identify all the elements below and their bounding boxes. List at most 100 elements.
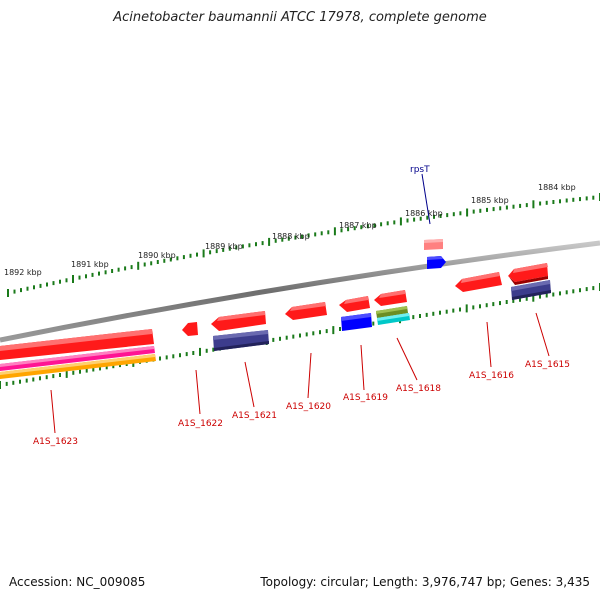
upper-minor-tick [525, 203, 528, 208]
upper-minor-tick [294, 235, 297, 240]
upper-minor-tick [261, 241, 264, 246]
lower-minor-tick [25, 378, 28, 383]
lower-minor-tick [592, 286, 595, 291]
upper-minor-tick [472, 209, 475, 214]
upper-minor-tick [182, 255, 185, 260]
feature-cds-a1s-1623[interactable] [0, 329, 154, 360]
gene-label-a1s-1618[interactable]: A1S_1618 [396, 384, 441, 394]
genome-backbone [0, 240, 600, 343]
gene-label-a1s-1621[interactable]: A1S_1621 [232, 411, 277, 421]
gene-label-a1s-1622[interactable]: A1S_1622 [178, 419, 223, 429]
lower-major-tick [532, 293, 535, 302]
upper-minor-tick [85, 274, 87, 279]
lower-minor-tick [305, 332, 308, 337]
feature-cds-a1s-1619[interactable] [339, 296, 370, 312]
feature-misc-a1s-1623-pink[interactable] [0, 346, 155, 371]
upper-minor-tick [452, 212, 455, 217]
lower-major-tick [0, 381, 1, 389]
tick-label-1884: 1884 kbp [538, 183, 576, 192]
upper-major-tick [137, 261, 140, 270]
lower-minor-tick [12, 380, 15, 385]
upper-minor-tick [235, 245, 238, 250]
lower-minor-tick [5, 381, 8, 386]
upper-minor-tick [104, 270, 107, 275]
tick-label-1890: 1890 kbp [138, 251, 176, 260]
upper-minor-tick [156, 260, 159, 264]
feature-cds-a1s-1622[interactable] [182, 322, 198, 336]
lower-minor-tick [585, 287, 588, 292]
lower-minor-tick [492, 302, 495, 307]
upper-minor-tick [130, 265, 133, 270]
lower-minor-tick [292, 334, 295, 339]
upper-minor-tick [439, 214, 442, 218]
lower-minor-tick [439, 310, 441, 315]
upper-minor-tick [52, 281, 55, 286]
upper-minor-tick [169, 257, 172, 262]
upper-major-tick [399, 217, 402, 226]
upper-minor-tick [479, 208, 482, 213]
lower-minor-tick [419, 314, 421, 318]
map-title: Acinetobacter baumannii ATCC 17978, comp… [113, 10, 487, 25]
upper-minor-tick [176, 256, 179, 261]
lower-minor-tick [59, 373, 61, 377]
feature-misc-a1s-1618-a[interactable] [376, 306, 408, 318]
upper-minor-tick [426, 215, 429, 220]
upper-minor-tick [150, 261, 153, 266]
upper-minor-tick [413, 217, 416, 222]
upper-minor-tick [215, 249, 218, 254]
upper-tick-row [7, 193, 600, 297]
lower-minor-tick [285, 335, 288, 340]
lower-minor-tick [19, 379, 21, 384]
lower-minor-tick [425, 312, 428, 317]
upper-minor-tick [419, 216, 422, 221]
feature-trna-a1s-1619[interactable] [341, 313, 372, 331]
upper-minor-tick [572, 197, 575, 202]
gene-label-a1s-1623[interactable]: A1S_1623 [33, 437, 78, 447]
feature-cds-a1s-1615[interactable] [508, 263, 548, 285]
genome-stats-text: Topology: circular; Length: 3,976,747 bp… [260, 575, 590, 589]
upper-minor-tick [59, 279, 61, 284]
upper-minor-tick [393, 220, 396, 225]
upper-minor-tick [499, 206, 502, 211]
feature-rrna-rpst[interactable] [424, 239, 443, 250]
tick-label-1886: 1886 kbp [405, 209, 443, 218]
upper-minor-tick [46, 282, 48, 287]
lower-minor-tick [552, 292, 555, 297]
tick-label-1885: 1885 kbp [471, 196, 509, 205]
upper-minor-tick [347, 227, 350, 232]
upper-minor-tick [274, 238, 277, 243]
gene-label-rpst[interactable]: rpsT [410, 165, 430, 175]
upper-minor-tick [459, 211, 462, 216]
feature-cds-a1s-1618[interactable] [374, 290, 407, 306]
lower-minor-tick [192, 351, 195, 355]
lower-minor-tick [565, 290, 568, 295]
feature-gene-a1s-1615[interactable] [511, 280, 551, 300]
gene-label-a1s-1620[interactable]: A1S_1620 [286, 402, 331, 412]
upper-minor-tick [340, 228, 343, 233]
lower-minor-tick [312, 331, 315, 336]
tick-label-1889: 1889 kbp [205, 242, 243, 251]
feature-misc-a1s-1623-orange[interactable] [0, 354, 156, 379]
feature-misc-a1s-1618-b[interactable] [377, 313, 410, 325]
upper-minor-tick [314, 232, 317, 237]
lower-major-tick [199, 347, 201, 356]
upper-minor-tick [446, 213, 449, 218]
lower-minor-tick [205, 348, 208, 353]
upper-minor-tick [519, 203, 522, 208]
feature-gene-a1s-1621[interactable] [213, 330, 269, 351]
upper-minor-tick [579, 197, 581, 202]
gene-label-a1s-1616[interactable]: A1S_1616 [469, 371, 514, 381]
upper-major-tick [7, 289, 9, 297]
feature-cds-a1s-1621[interactable] [211, 311, 266, 331]
feature-cds-a1s-1616[interactable] [455, 272, 502, 292]
lower-minor-tick [579, 288, 581, 293]
upper-minor-tick [366, 224, 369, 229]
gene-label-a1s-1619[interactable]: A1S_1619 [343, 393, 388, 403]
lower-minor-tick [339, 327, 341, 331]
feature-cds-a1s-1620[interactable] [285, 302, 327, 320]
lower-minor-tick [512, 298, 515, 303]
upper-major-tick [532, 200, 535, 209]
upper-minor-tick [33, 285, 35, 290]
feature-trna-rpst[interactable] [427, 256, 446, 269]
gene-label-a1s-1615[interactable]: A1S_1615 [525, 360, 570, 370]
